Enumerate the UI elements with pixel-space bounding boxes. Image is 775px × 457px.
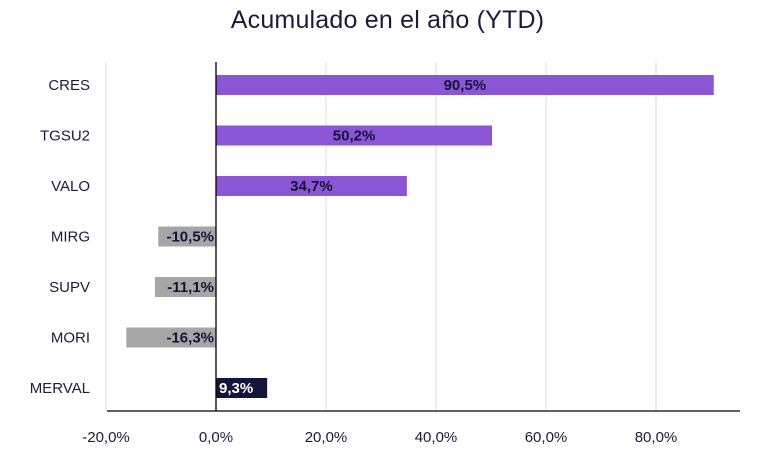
bar-mori [126,327,216,348]
category-label: VALO [51,178,90,195]
data-label: -10,5% [166,229,214,246]
data-label: 9,3% [219,380,253,397]
bar-cres [216,75,714,95]
chart-title: Acumulado en el año (YTD) [230,6,545,34]
bar-supv [154,277,216,297]
x-tick-label: 40,0% [415,429,458,446]
category-label: CRES [48,77,90,94]
data-label: 50,2% [333,128,376,145]
x-tick-label: 80,0% [635,429,678,446]
grid-layer [105,62,657,411]
data-label: 90,5% [444,77,487,94]
bar-valo [216,176,407,196]
data-label: -11,1% [167,279,214,296]
x-tick-label: -20,0% [82,429,130,446]
bar-merval [216,378,268,398]
data-label: 34,7% [290,178,333,195]
bar-tgsu2 [216,125,493,146]
category-label: SUPV [49,279,90,296]
category-label: MIRG [51,229,90,246]
x-tick-label: 60,0% [525,429,568,446]
x-tick-label: 0,0% [199,429,233,446]
x-tick-label: 20,0% [305,429,348,446]
data-label: -16,3% [166,330,214,347]
axis-layer [107,62,740,412]
category-label: TGSU2 [40,128,90,145]
bar-mirg [158,226,216,247]
category-label: MERVAL [30,380,90,397]
category-label: MORI [51,330,90,347]
label-layer: CRES 90,5% TGSU2 50,2% VALO 34,7% MIRG -10,5% SU… [30,77,678,446]
bar-layer [126,75,714,398]
